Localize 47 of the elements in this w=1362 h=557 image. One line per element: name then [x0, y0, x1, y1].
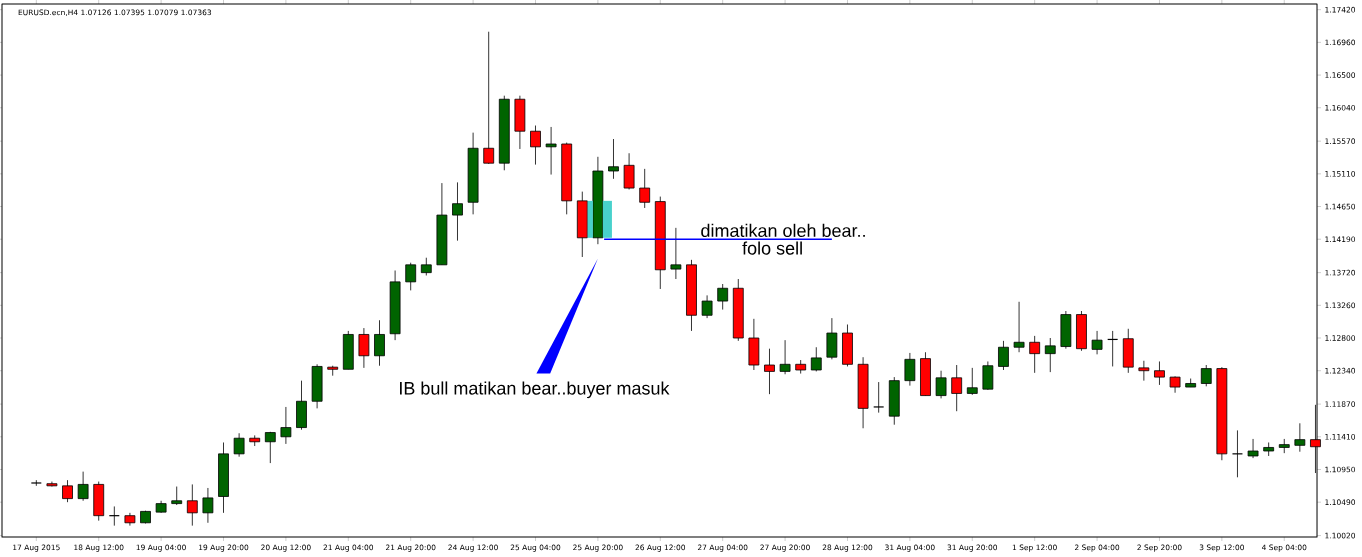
candlestick	[904, 352, 916, 387]
candlestick	[1231, 430, 1244, 478]
candlestick	[982, 361, 994, 391]
candlestick	[701, 294, 713, 319]
candlestick	[545, 126, 557, 175]
candlestick	[1044, 337, 1056, 373]
annotation: folo sell	[742, 241, 802, 255]
candlestick	[951, 364, 963, 412]
candlestick	[1138, 360, 1150, 382]
candlestick	[374, 319, 385, 367]
candlestick	[405, 262, 417, 291]
candlestick	[764, 348, 775, 395]
candlestick	[62, 479, 73, 503]
candlestick	[810, 346, 822, 372]
ref-line-label: dimatikan oleh bear..	[701, 223, 865, 238]
candlestick	[1154, 361, 1165, 386]
candlestick	[779, 339, 791, 375]
candlestick	[233, 432, 245, 458]
candlestick	[623, 152, 635, 190]
candlestick	[171, 486, 183, 506]
candlestick	[1247, 438, 1259, 459]
candlestick	[46, 481, 58, 487]
candlestick	[358, 327, 370, 369]
candlestick	[280, 406, 292, 445]
candlestick	[998, 340, 1009, 371]
candlestick	[1200, 364, 1212, 387]
candlestick	[186, 484, 198, 527]
candlestick	[717, 283, 729, 310]
candlestick	[1278, 438, 1290, 454]
candlestick	[873, 381, 885, 414]
candlestick	[1294, 422, 1306, 453]
candlestick	[1029, 335, 1041, 374]
candlestick	[530, 125, 541, 166]
candlestick	[264, 431, 276, 464]
candlestick	[77, 471, 89, 502]
candlestick	[124, 512, 136, 527]
candlestick	[1091, 330, 1103, 355]
candlestick	[966, 367, 978, 396]
candlestick	[639, 168, 651, 209]
candlestick	[935, 370, 947, 399]
candlestick	[1013, 301, 1025, 353]
candlestick	[670, 227, 682, 280]
candlestick	[452, 181, 463, 242]
candlestick	[608, 138, 619, 180]
annotation: IB bull matikan bear..buyer masuk	[400, 381, 670, 399]
candlestick	[202, 487, 214, 524]
candlestick	[483, 31, 495, 165]
